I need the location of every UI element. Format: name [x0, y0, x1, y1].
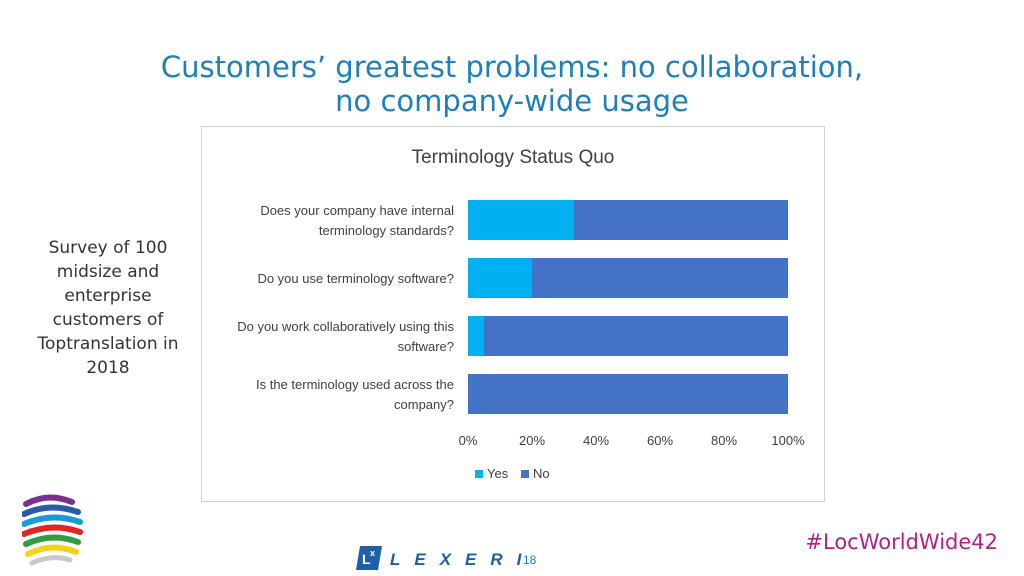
legend-label: No [533, 466, 550, 481]
bar-yes [468, 316, 484, 356]
brand-wordmark: LEXERI [390, 550, 526, 569]
lexeri-logo: L x LEXERI [356, 546, 526, 570]
category-label: terminology standards? [319, 223, 454, 238]
category-label: Do you work collaboratively using this [237, 319, 454, 334]
hashtag: #LocWorldWide42 [805, 530, 998, 554]
bar-no [573, 200, 788, 240]
bar-no [468, 374, 788, 414]
category-label: software? [398, 339, 454, 354]
bar-no [484, 316, 788, 356]
legend-swatch [475, 470, 483, 478]
page-number: 18 [523, 553, 537, 567]
category-label: company? [394, 397, 454, 412]
chart-container: Terminology Status Quo Does your company … [201, 126, 825, 502]
category-label: Does your company have internal [260, 203, 454, 218]
chart-title: Terminology Status Quo [412, 147, 615, 168]
category-label: Is the terminology used across the [256, 377, 454, 392]
x-tick-label: 60% [647, 433, 673, 448]
category-label: Do you use terminology software? [257, 271, 454, 286]
slide-title: Customers’ greatest problems: no collabo… [0, 50, 1024, 118]
svg-text:L: L [362, 551, 371, 567]
svg-text:x: x [370, 548, 375, 558]
bar-yes [468, 200, 574, 240]
x-tick-label: 100% [771, 433, 805, 448]
bar-no [532, 258, 788, 298]
x-tick-label: 40% [583, 433, 609, 448]
legend-swatch [521, 470, 529, 478]
x-tick-label: 80% [711, 433, 737, 448]
x-tick-label: 20% [519, 433, 545, 448]
stacked-bar-chart: Terminology Status Quo Does your company … [237, 147, 805, 481]
bar-yes [468, 258, 532, 298]
company-logo-icon [22, 494, 83, 566]
legend-label: Yes [487, 466, 509, 481]
survey-note: Survey of 100 midsize and enterprise cus… [37, 238, 179, 378]
x-tick-label: 0% [459, 433, 478, 448]
slide-title-line-1: Customers’ greatest problems: no collabo… [160, 50, 864, 84]
slide-title-line-2: no company-wide usage [335, 84, 689, 118]
lexeri-badge-icon [356, 546, 382, 570]
